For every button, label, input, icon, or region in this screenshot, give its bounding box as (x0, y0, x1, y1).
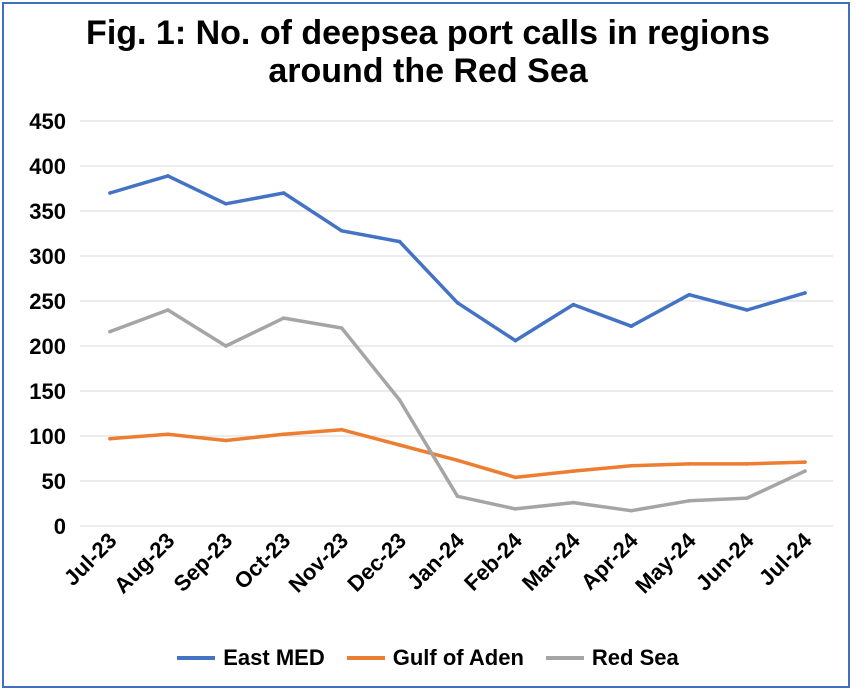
legend: East MED Gulf of Aden Red Sea (0, 640, 856, 676)
x-tick-label: Mar-24 (517, 527, 585, 595)
legend-label-east-med: East MED (223, 645, 325, 670)
chart-title-line-2: around the Red Sea (268, 52, 588, 90)
y-tick-label: 400 (29, 154, 66, 179)
data-point-gulf-of-aden (745, 462, 749, 466)
data-point-east-med (629, 324, 634, 329)
legend-entry-east-med: East MED (177, 645, 325, 671)
data-point-east-med (687, 292, 691, 297)
x-tick-label: Nov-23 (284, 528, 354, 598)
data-point-east-med (803, 291, 807, 295)
data-point-gulf-of-aden (571, 469, 576, 473)
data-point-east-med (339, 229, 344, 233)
data-point-gulf-of-aden (397, 443, 402, 447)
y-tick-label: 350 (29, 199, 66, 224)
x-tick-label: Jun-24 (691, 527, 759, 595)
data-point-red-sea (224, 344, 228, 348)
data-point-gulf-of-aden (108, 436, 112, 441)
legend-label-red-sea: Red Sea (591, 645, 679, 670)
data-point-red-sea (629, 508, 634, 513)
x-tick-label: Dec-23 (342, 528, 411, 597)
x-tick-label: Oct-23 (229, 528, 295, 594)
y-tick-label: 200 (29, 334, 66, 359)
data-point-red-sea (166, 308, 170, 312)
data-point-gulf-of-aden (281, 432, 286, 437)
x-tick-label: May-24 (630, 527, 701, 598)
series-line-gulf-of-aden (108, 427, 807, 480)
legend-label-gulf-of-aden: Gulf of Aden (392, 645, 524, 670)
data-point-gulf-of-aden (687, 462, 691, 466)
data-point-red-sea (745, 496, 749, 500)
data-point-east-med (108, 191, 112, 195)
data-point-gulf-of-aden (224, 438, 228, 443)
data-point-gulf-of-aden (339, 427, 344, 432)
data-point-gulf-of-aden (455, 458, 460, 463)
data-point-east-med (571, 302, 576, 307)
chart-title-line-1: Fig. 1: No. of deepsea port calls in reg… (86, 14, 770, 52)
x-tick-label: Jul-24 (754, 527, 817, 590)
y-tick-label: 150 (29, 379, 66, 404)
legend-entry-gulf-of-aden: Gulf of Aden (346, 645, 524, 671)
y-tick-label: 250 (29, 289, 66, 314)
x-tick-label: Sep-23 (169, 528, 238, 597)
data-point-red-sea (513, 507, 518, 511)
y-tick-label: 300 (29, 244, 66, 269)
data-point-east-med (455, 301, 460, 305)
chart-title: Fig. 1: No. of deepsea port calls in reg… (0, 14, 856, 90)
y-tick-label: 50 (42, 469, 66, 494)
data-point-red-sea (108, 329, 112, 334)
data-point-red-sea (339, 326, 344, 330)
x-tick-label: Jan-24 (402, 527, 470, 595)
data-point-east-med (281, 191, 286, 195)
legend-swatch-gulf-of-aden (346, 656, 385, 660)
series-line-east-med (108, 174, 807, 343)
data-point-gulf-of-aden (513, 475, 518, 480)
data-point-east-med (224, 202, 228, 206)
y-tick-label: 0 (54, 514, 66, 539)
data-point-red-sea (687, 499, 691, 503)
data-point-red-sea (397, 398, 402, 402)
data-point-gulf-of-aden (629, 463, 634, 468)
legend-swatch-east-med (177, 656, 216, 660)
data-point-red-sea (803, 469, 807, 473)
data-point-red-sea (281, 316, 286, 320)
x-tick-label: Feb-24 (459, 527, 527, 595)
y-tick-label: 100 (29, 424, 66, 449)
legend-entry-red-sea: Red Sea (545, 645, 679, 671)
legend-swatch-red-sea (545, 656, 584, 660)
data-point-red-sea (455, 494, 460, 499)
data-point-gulf-of-aden (803, 460, 807, 464)
y-tick-label: 450 (29, 109, 66, 134)
data-point-red-sea (571, 500, 576, 505)
x-tick-label: Aug-23 (109, 528, 179, 598)
data-point-east-med (166, 174, 170, 178)
data-point-east-med (513, 338, 518, 343)
data-point-east-med (397, 239, 402, 244)
data-point-east-med (745, 308, 749, 312)
data-point-gulf-of-aden (166, 432, 170, 437)
